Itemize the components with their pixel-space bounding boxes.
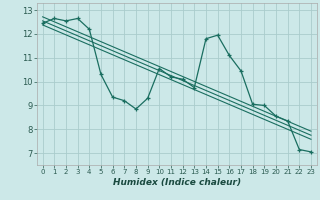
X-axis label: Humidex (Indice chaleur): Humidex (Indice chaleur)	[113, 178, 241, 187]
